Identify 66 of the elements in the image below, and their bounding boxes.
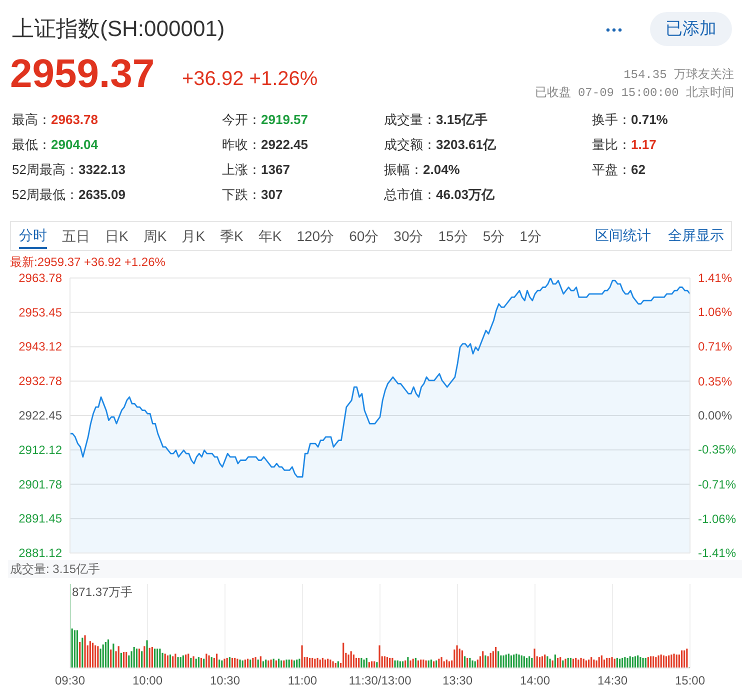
y-tick-label: 2901.78 xyxy=(18,477,62,492)
x-tick-label: 15:00 xyxy=(674,674,706,688)
text: 振幅：2.04% xyxy=(384,161,461,179)
y-tick-label: 2932.78 xyxy=(18,374,62,388)
y2-tick-label: 0.71% xyxy=(698,339,732,354)
text: 月K xyxy=(182,227,206,246)
text: 15分 xyxy=(438,227,468,246)
x-tick-label: 10:30 xyxy=(210,674,240,688)
text: 年K xyxy=(258,227,282,246)
y2-tick-label: 1.06% xyxy=(698,305,732,320)
y-tick-label: 2881.12 xyxy=(18,546,62,560)
text: 120分 xyxy=(296,227,334,246)
text: 今开：2919.57 xyxy=(222,111,309,129)
y-tick-label: 2922.45 xyxy=(18,408,62,422)
text: 周K xyxy=(143,227,167,246)
y2-tick-label: -0.71% xyxy=(698,478,736,492)
text: 52周最高：3322.13 xyxy=(12,161,126,179)
y-tick-label: 2943.12 xyxy=(18,340,62,354)
annotation: 871.37万手 xyxy=(72,584,133,601)
text: 已收盘 07-09 15:00:00 北京时间 xyxy=(534,85,734,102)
text: 成交量：3.15亿手 xyxy=(384,111,488,129)
text: 30分 xyxy=(394,227,424,246)
x-tick-label: 10:00 xyxy=(132,674,163,688)
chart-title: 最新:2959.37 +36.92 +1.26% xyxy=(10,254,166,270)
text: 1分 xyxy=(520,227,542,246)
y2-tick-label: 1.41% xyxy=(698,271,732,285)
text: 上证指数(SH:000001) xyxy=(12,15,225,43)
y2-tick-label: -1.06% xyxy=(698,512,736,526)
text: +36.92 +1.26% xyxy=(182,68,318,91)
y-tick-label: 2953.45 xyxy=(18,305,62,320)
x-tick-label: 14:30 xyxy=(597,674,628,688)
x-tick-label: 09:30 xyxy=(54,674,86,688)
text: 52周最低：2635.09 xyxy=(12,186,126,204)
text: 154.35 万球友关注 xyxy=(622,67,734,84)
y-tick-label: 2891.45 xyxy=(18,512,62,526)
text: 季K xyxy=(220,227,244,246)
text: 最高：2963.78 xyxy=(12,111,99,129)
y2-tick-label: 0.35% xyxy=(698,374,732,388)
y-tick-label: 2963.78 xyxy=(18,271,62,285)
text: 上涨：1367 xyxy=(222,161,291,179)
x-tick-label: 14:00 xyxy=(520,674,550,688)
x-tick-label: 11:00 xyxy=(288,674,318,688)
text: 五日 xyxy=(62,227,90,246)
text: 2959.37 xyxy=(10,52,155,97)
text: 日K xyxy=(105,227,128,246)
y2-tick-label: -1.41% xyxy=(698,546,736,560)
text: 区间统计 xyxy=(595,227,651,245)
text: 换手：0.71% xyxy=(592,111,669,129)
text: 已添加 xyxy=(650,12,732,46)
text: 量比：1.17 xyxy=(592,136,658,154)
text: 平盘：62 xyxy=(592,161,646,179)
y-tick-label: 2912.12 xyxy=(18,442,62,457)
text: 全屏显示 xyxy=(668,227,724,245)
text: 5分 xyxy=(482,227,505,246)
y2-tick-label: -0.35% xyxy=(698,442,736,457)
text: 最低：2904.04 xyxy=(12,136,99,154)
x-tick-label: 11:30/13:00 xyxy=(348,674,412,688)
text: 分时 xyxy=(19,223,47,249)
text: 成交额：3203.61亿 xyxy=(384,136,497,154)
text: 昨收：2922.45 xyxy=(222,136,309,154)
text: 60分 xyxy=(349,227,379,246)
x-tick-label: 13:30 xyxy=(442,674,473,688)
y2-tick-label: 0.00% xyxy=(698,408,732,422)
text: 总市值：46.03万亿 xyxy=(384,186,496,204)
chart-title: 成交量: 3.15亿手 xyxy=(8,560,742,578)
text: 下跌：307 xyxy=(222,186,284,204)
